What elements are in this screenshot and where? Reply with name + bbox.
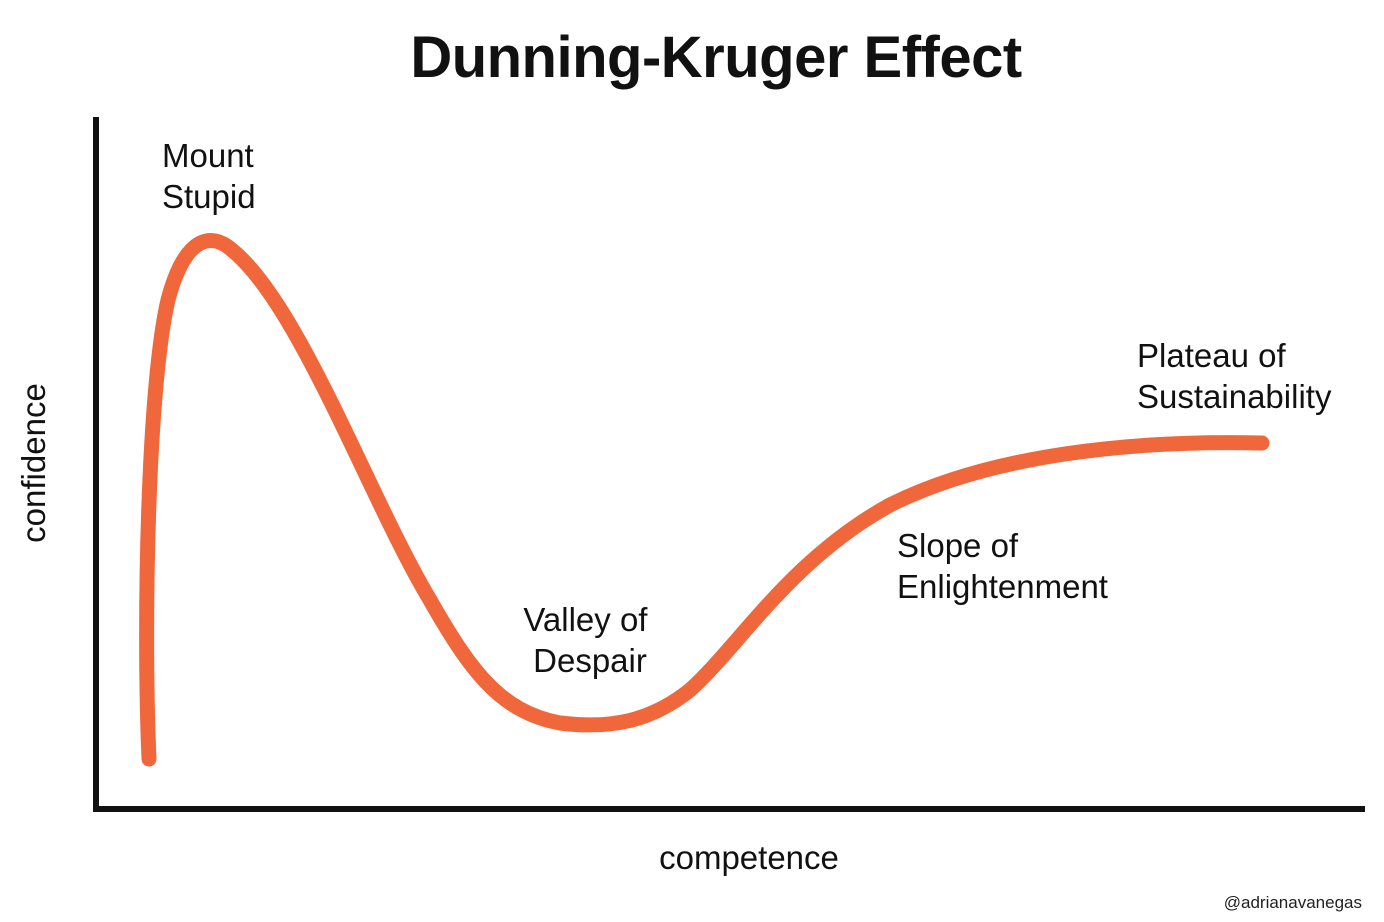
author-credit: @adrianavanegas	[1224, 893, 1362, 912]
label-slope-of-enlightenment-line-1: Slope of	[897, 527, 1019, 564]
label-plateau-of-sustainability-line-1: Plateau of	[1137, 337, 1286, 374]
label-mount-stupid-line-2: Stupid	[162, 178, 256, 215]
label-valley-of-despair-line-1: Valley of	[523, 601, 648, 638]
label-slope-of-enlightenment-line-2: Enlightenment	[897, 568, 1108, 605]
label-valley-of-despair-line-2: Despair	[533, 642, 647, 679]
label-slope-of-enlightenment: Slope of Enlightenment	[897, 527, 1108, 605]
label-plateau-of-sustainability-line-2: Sustainability	[1137, 378, 1332, 415]
label-plateau-of-sustainability: Plateau of Sustainability	[1137, 337, 1332, 415]
y-axis-label: confidence	[15, 383, 52, 543]
label-valley-of-despair: Valley of Despair	[523, 601, 656, 679]
label-mount-stupid-line-1: Mount	[162, 137, 254, 174]
label-mount-stupid: Mount Stupid	[162, 137, 263, 215]
diagram-title: Dunning-Kruger Effect	[410, 25, 1022, 90]
x-axis-label: competence	[659, 839, 839, 876]
confidence-curve	[139, 233, 1270, 767]
